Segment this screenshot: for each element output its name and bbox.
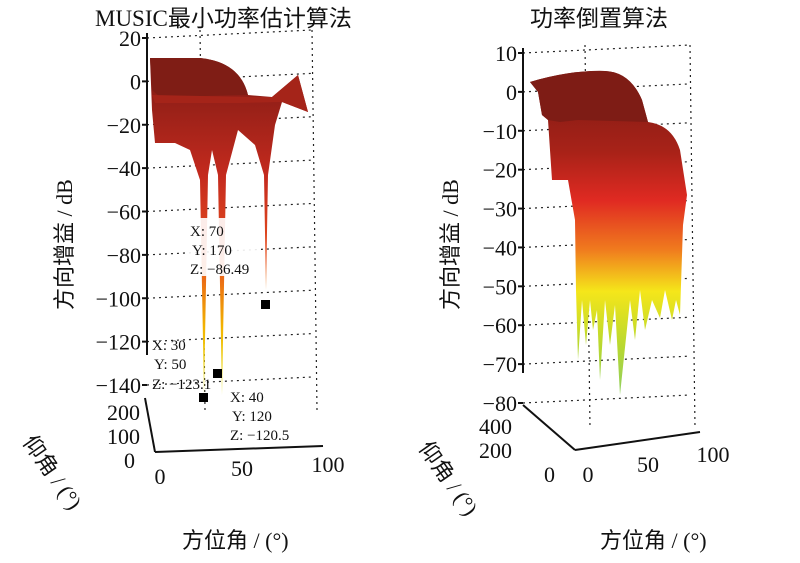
z-tick-label: −30: [483, 197, 517, 222]
z-tick-label: −120: [96, 330, 141, 355]
y-axis-line: [144, 397, 156, 453]
gridline: [522, 83, 691, 93]
surface: [150, 58, 308, 395]
datatip-x: X: 70: [190, 224, 224, 240]
z-tick-label: −40: [483, 235, 517, 260]
y-tick-label: 0: [124, 448, 135, 473]
x-axis-line: [154, 445, 324, 453]
datatip-x: X: 40: [230, 390, 264, 406]
y-tick-label: 400: [479, 414, 512, 439]
x-tick-label: 0: [583, 462, 594, 487]
gridline: [522, 355, 691, 365]
z-tick-label: −70: [483, 352, 517, 377]
surface-body: [150, 58, 308, 395]
z-tick-label: 0: [130, 69, 141, 94]
gridline: [146, 29, 313, 39]
z-tick-label: −10: [483, 119, 517, 144]
x-tick-label: 0: [155, 464, 166, 489]
gridline: [311, 29, 318, 411]
chart-title: 功率倒置算法: [530, 6, 668, 31]
datatip-x: X: 30: [152, 338, 186, 354]
gridline: [146, 289, 313, 299]
z-tick-label: −20: [483, 158, 517, 183]
z-tick-label: −100: [96, 286, 141, 311]
chart-music: MUSIC最小功率估计算法 200−20−40−60−80−100−120−14…: [18, 6, 352, 553]
z-axis-label: 方向增益 / dB: [52, 179, 77, 310]
y-tick-label: 100: [107, 424, 140, 449]
gridline: [522, 394, 691, 404]
datatip-marker[interactable]: [213, 369, 222, 378]
x-tick-label: 100: [312, 452, 345, 477]
z-tick-label: −140: [96, 373, 141, 398]
z-tick-label: 20: [119, 26, 141, 51]
datatip-y: Y: 50: [154, 357, 186, 373]
chart-power-inversion: 功率倒置算法 100−10−20−30−40−50−60−70−80400200…: [414, 6, 730, 553]
z-tick-label: −40: [107, 156, 141, 181]
x-tick-label: 50: [231, 456, 253, 481]
y-axis-line: [522, 404, 576, 451]
surface-top: [150, 58, 248, 97]
datatip: X: 70 Y: 170 Z: −86.49: [187, 218, 261, 278]
gridline: [522, 122, 691, 132]
datatip-z: Z: −86.49: [190, 262, 249, 278]
y-tick-label: 200: [479, 438, 512, 463]
z-tick-label: 10: [495, 41, 517, 66]
y-tick-label: 200: [107, 400, 140, 425]
z-axis-label: 方向增益 / dB: [438, 179, 463, 310]
datatip-y: Y: 120: [232, 409, 272, 425]
x-axis-label: 方位角 / (°): [182, 528, 289, 553]
surface: [530, 70, 687, 395]
x-tick-label: 100: [697, 442, 730, 467]
x-tick-label: 50: [637, 452, 659, 477]
surface-body: [530, 70, 687, 395]
gridline: [522, 44, 691, 54]
datatip: X: 30 Y: 50 Z: −123.1: [152, 338, 211, 393]
surface-top: [530, 70, 648, 122]
datatip-z: Z: −123.1: [152, 377, 211, 393]
gridline: [146, 202, 313, 213]
z-tick-label: −50: [483, 274, 517, 299]
datatip-z: Z: −120.5: [230, 428, 289, 444]
x-axis-line: [574, 431, 701, 451]
y-axis-label: 仰角 / (°): [414, 437, 483, 521]
datatip-y: Y: 170: [192, 243, 232, 259]
z-tick-label: −80: [483, 391, 517, 416]
surface-ridge: [152, 75, 308, 112]
x-axis-label: 方位角 / (°): [600, 528, 707, 553]
gridline: [522, 316, 691, 326]
chart-title: MUSIC最小功率估计算法: [95, 6, 352, 31]
datatip-marker[interactable]: [261, 300, 270, 309]
datatip-marker[interactable]: [199, 393, 208, 402]
gridline: [584, 44, 591, 429]
y-axis-label: 仰角 / (°): [18, 431, 87, 515]
datatip: X: 40 Y: 120 Z: −120.5: [230, 390, 289, 444]
z-tick-label: −60: [483, 313, 517, 338]
y-tick-label: 0: [544, 462, 555, 487]
z-tick-label: −80: [107, 243, 141, 268]
z-tick-label: −20: [107, 113, 141, 138]
z-tick-label: −60: [107, 200, 141, 225]
gridline: [689, 44, 696, 429]
z-tick-label: 0: [506, 80, 517, 105]
